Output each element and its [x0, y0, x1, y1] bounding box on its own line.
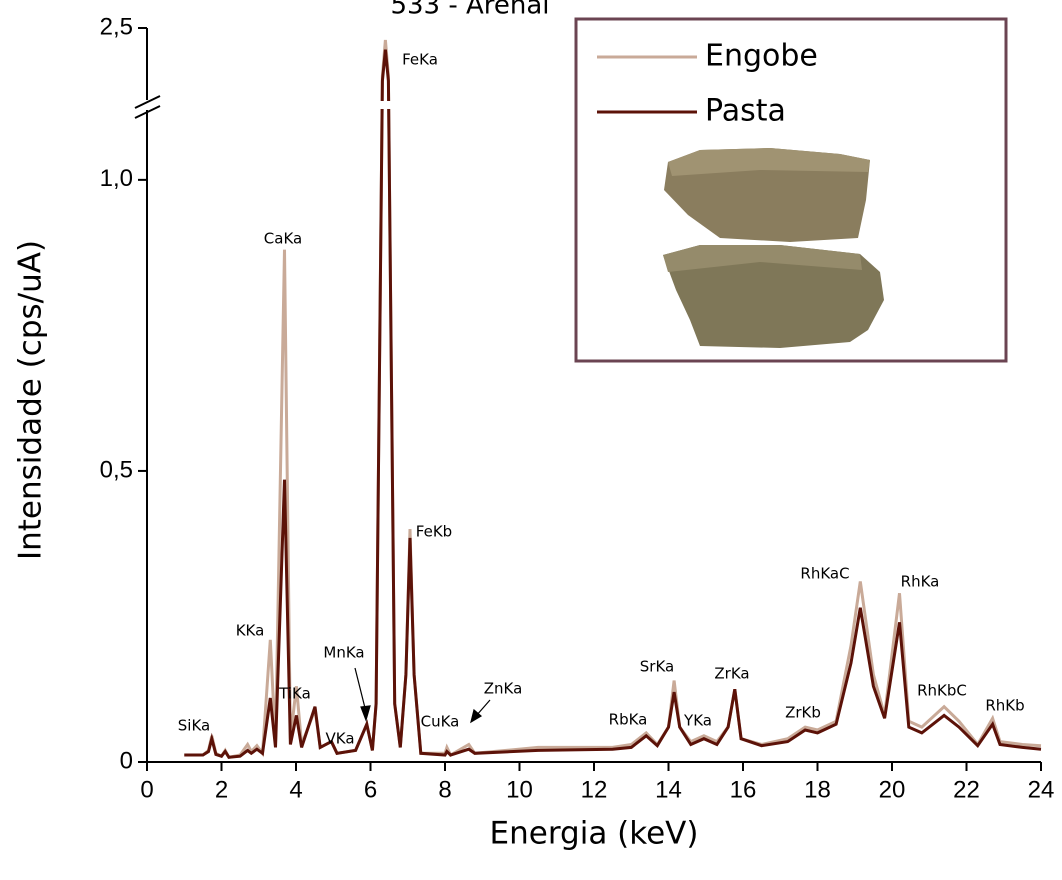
y-tick-label: 1,0 [100, 165, 133, 192]
x-tick-label: 6 [364, 776, 377, 803]
peak-label: KKa [236, 622, 265, 640]
peak-label: FeKb [416, 523, 452, 541]
peak-label: YKa [683, 712, 712, 730]
x-tick-label: 0 [140, 776, 153, 803]
peak-label: ZrKb [785, 704, 821, 722]
x-tick-label: 8 [438, 776, 451, 803]
peak-label: FeKa [402, 51, 438, 69]
x-tick-label: 16 [730, 776, 757, 803]
peak-label: SrKa [640, 658, 674, 676]
y-tick-label: 0,5 [100, 456, 133, 483]
peak-label: RhKa [901, 573, 940, 591]
peak-label: TiKa [278, 685, 311, 703]
x-tick-label: 18 [804, 776, 831, 803]
x-tick-label: 24 [1028, 776, 1055, 803]
legend-label: Engobe [705, 39, 818, 74]
peak-label: VKa [325, 730, 354, 748]
y-tick-label: 2,5 [100, 13, 133, 40]
peak-label: CaKa [264, 230, 302, 248]
x-tick-label: 22 [953, 776, 980, 803]
legend-box [574, 17, 1008, 363]
x-tick-label: 20 [879, 776, 906, 803]
y-tick-label: 0 [120, 747, 133, 774]
sherd-bottom [663, 245, 884, 348]
x-axis-label: Energia (keV) [490, 816, 699, 852]
peak-label: ZnKa [484, 680, 523, 698]
break-mark [134, 105, 161, 119]
sherd-top-rim [668, 148, 870, 176]
peak-label: SiKa [178, 717, 210, 735]
peak-label: RhKaC [800, 565, 849, 583]
chart-title: 533 - Arenal [390, 0, 549, 21]
series-line [184, 49, 1042, 759]
legend-label: Pasta [705, 94, 786, 129]
x-tick-label: 14 [655, 776, 682, 803]
peak-label: RhKbC [917, 682, 967, 700]
peak-label: ZrKa [714, 665, 749, 683]
x-tick-label: 12 [581, 776, 608, 803]
sample-photo [663, 148, 884, 348]
arrow [354, 667, 367, 713]
arrow-head [360, 705, 371, 722]
peak-label: CuKa [421, 713, 460, 731]
peak-label: RbKa [609, 711, 648, 729]
sherd-bottom-rim [663, 245, 862, 272]
peak-label: MnKa [323, 644, 364, 662]
x-tick-label: 2 [215, 776, 228, 803]
break-mark [134, 95, 161, 109]
arrows [354, 667, 491, 724]
peak-label: RhKb [985, 697, 1024, 715]
x-tick-label: 4 [289, 776, 302, 803]
x-tick-label: 10 [506, 776, 533, 803]
arrow-head [470, 708, 483, 724]
y-axis-label: Intensidade (cps/uA) [13, 240, 49, 560]
